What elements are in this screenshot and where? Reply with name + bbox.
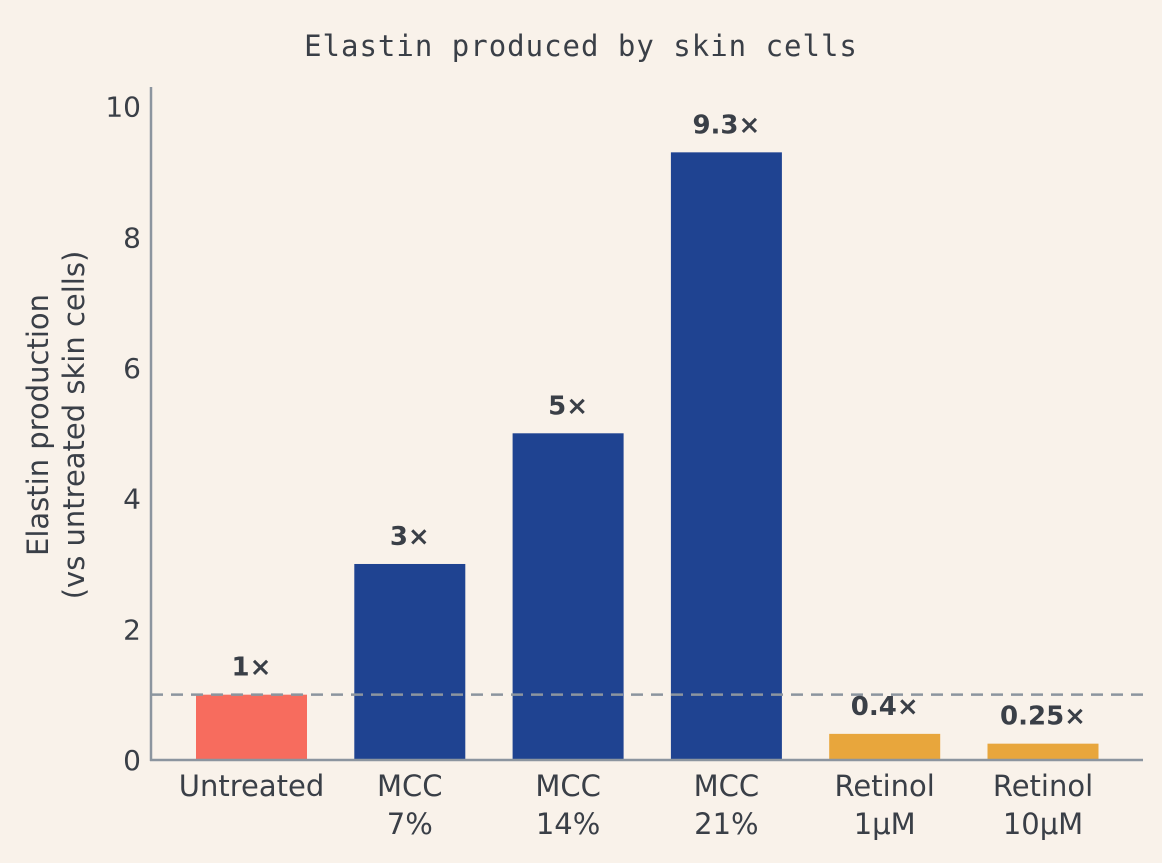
bar — [512, 433, 624, 760]
x-tick-label: 14% — [536, 807, 600, 841]
y-axis-label-line-2: (vs untreated skin cells) — [57, 251, 91, 600]
plot-area: 1× 3× 5× 9.3× 0.4× 0.25× 0 2 4 6 8 10 Untreated MCC 7%… — [105, 87, 1143, 841]
data-label: 5× — [548, 391, 588, 421]
x-tick-label: 1μM — [854, 807, 916, 841]
x-tick-label: MCC — [377, 769, 443, 803]
x-tick-label: Retinol — [993, 769, 1093, 803]
data-label: 0.25× — [1000, 702, 1086, 732]
x-tick-label: MCC — [535, 769, 601, 803]
chart-title: Elastin produced by skin cells — [304, 29, 858, 63]
data-label: 9.3× — [692, 110, 760, 140]
bar — [670, 152, 782, 760]
x-tick-label: Retinol — [835, 769, 935, 803]
x-tick-label: 10μM — [1003, 807, 1083, 841]
y-tick-label: 10 — [105, 91, 141, 124]
data-label: 1× — [232, 653, 272, 683]
x-tick-label: MCC — [694, 769, 760, 803]
y-axis-label-line-1: Elastin production — [21, 294, 55, 556]
bar — [987, 743, 1099, 760]
x-tick-label: 21% — [694, 807, 758, 841]
bar — [196, 694, 307, 760]
data-label: 0.4× — [851, 692, 919, 722]
y-tick-label: 2 — [123, 613, 141, 646]
y-tick-label: 8 — [123, 221, 141, 254]
y-axis-label: Elastin production (vs untreated skin ce… — [21, 251, 91, 600]
y-tick-label: 0 — [123, 744, 141, 777]
x-tick-label: Untreated — [179, 769, 325, 803]
bar — [354, 563, 466, 760]
y-tick-label: 6 — [123, 352, 141, 385]
y-tick-label: 4 — [123, 483, 141, 516]
x-tick-label: 7% — [387, 807, 433, 841]
data-label: 3× — [390, 522, 430, 552]
bar — [829, 733, 941, 760]
